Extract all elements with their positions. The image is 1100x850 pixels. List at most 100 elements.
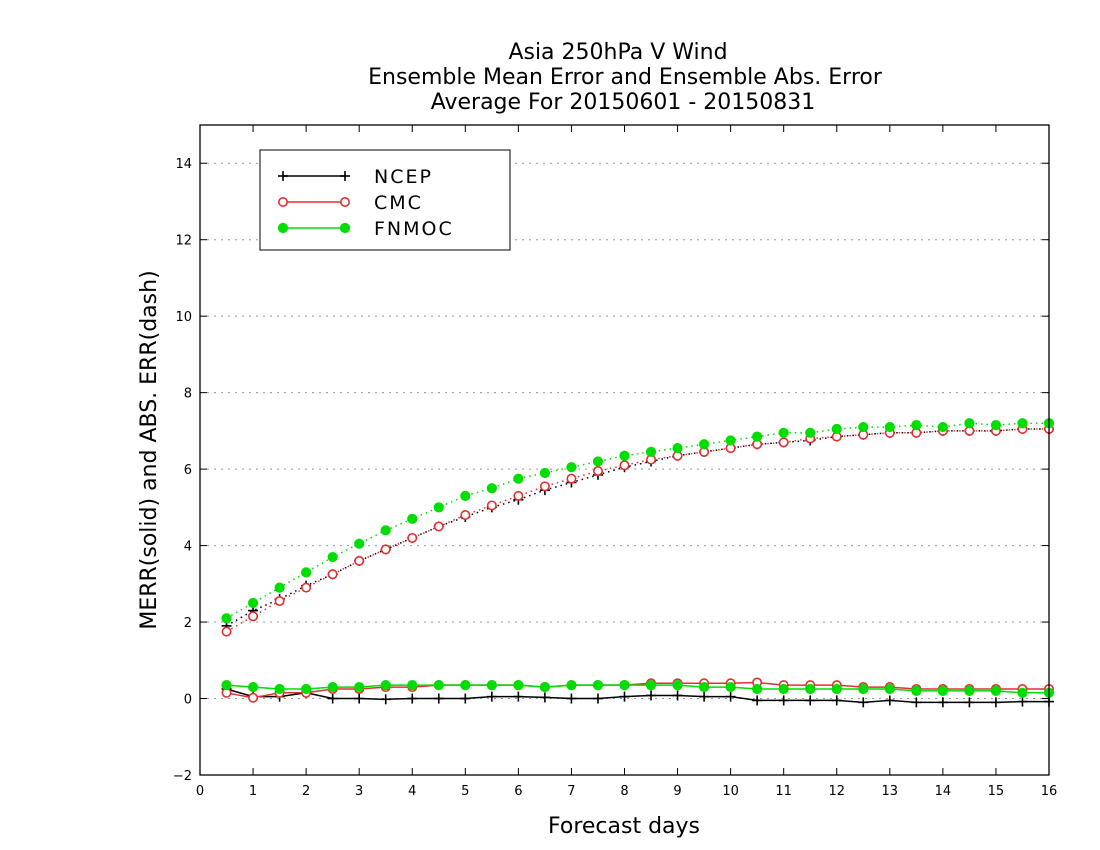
merr-point-ncep — [354, 693, 365, 704]
abs-err-point-cmc — [327, 569, 338, 580]
abs-err-point-cmc — [301, 582, 312, 593]
legend-marker-left-ncep — [278, 171, 288, 181]
y-axis-label: MERR(solid) and ABS. ERR(dash) — [137, 270, 162, 629]
merr-point-ncep — [327, 693, 338, 704]
merr-point-fnmoc — [884, 683, 895, 695]
x-tick-label: 0 — [196, 784, 204, 799]
abs-err-point-cmc — [460, 509, 471, 520]
abs-err-point-fnmoc — [990, 420, 1002, 431]
abs-err-point-cmc — [539, 481, 550, 492]
merr-point-fnmoc — [990, 685, 1002, 696]
merr-point-cmc — [248, 692, 259, 703]
merr-point-fnmoc — [645, 680, 657, 691]
legend-marker-right-fnmoc — [339, 222, 351, 234]
merr-point-fnmoc — [486, 680, 497, 691]
x-tick-label: 5 — [461, 784, 469, 799]
abs-err-point-fnmoc — [752, 431, 763, 442]
merr-point-ncep — [884, 695, 895, 706]
abs-err-point-fnmoc — [884, 421, 895, 433]
abs-err-point-fnmoc — [354, 538, 365, 549]
abs-err-point-fnmoc — [672, 442, 683, 454]
merr-point-fnmoc — [407, 680, 418, 691]
legend-entry-cmc: CMC — [277, 192, 421, 214]
chart-title-line-1: Asia 250hPa V Wind — [508, 40, 727, 65]
merr-point-fnmoc — [725, 681, 736, 693]
x-tick-label: 1 — [249, 784, 257, 799]
y-tick-label: 6 — [184, 463, 192, 478]
merr-point-fnmoc — [380, 680, 391, 691]
abs-err-point-cmc — [592, 466, 603, 477]
abs-err-line-cmc — [226, 428, 1049, 633]
merr-point-ncep — [990, 697, 1001, 708]
merr-point-fnmoc — [513, 680, 524, 691]
abs-err-point-fnmoc — [407, 513, 418, 524]
series-layer — [221, 418, 1055, 708]
x-tick-label: 12 — [828, 784, 845, 799]
x-tick-label: 15 — [988, 784, 1005, 799]
x-tick-label: 3 — [355, 784, 363, 799]
merr-point-fnmoc — [566, 680, 577, 691]
merr-point-ncep — [911, 697, 922, 708]
abs-err-point-fnmoc — [645, 446, 657, 458]
abs-err-point-fnmoc — [592, 456, 604, 467]
abs-err-point-fnmoc — [858, 421, 869, 433]
merr-point-ncep — [407, 693, 418, 704]
legend-entry-fnmoc: FNMOC — [277, 218, 452, 240]
merr-point-ncep — [433, 693, 444, 704]
x-tick-label: 2 — [302, 784, 310, 799]
merr-point-ncep — [380, 694, 391, 705]
abs-err-point-fnmoc — [964, 418, 975, 429]
merr-point-fnmoc — [964, 685, 975, 696]
merr-point-ncep — [805, 695, 816, 706]
merr-point-ncep — [937, 697, 948, 708]
y-tick-label: 10 — [175, 310, 192, 325]
legend-marker-right-cmc — [339, 197, 350, 208]
x-tick-label: 10 — [722, 784, 739, 799]
abs-err-point-fnmoc — [380, 525, 391, 536]
y-tick-label: 12 — [175, 234, 192, 249]
merr-point-fnmoc — [327, 681, 338, 693]
abs-err-point-fnmoc — [247, 597, 259, 609]
abs-err-line-fnmoc — [226, 422, 1049, 619]
merr-point-fnmoc — [858, 683, 869, 695]
merr-point-fnmoc — [778, 683, 789, 695]
abs-err-point-cmc — [619, 460, 630, 471]
x-tick-label: 13 — [882, 784, 899, 799]
series-cmc — [221, 423, 1055, 703]
merr-point-fnmoc — [460, 680, 471, 691]
y-tick-label: 0 — [184, 693, 192, 708]
merr-point-ncep — [672, 690, 683, 701]
x-tick-label: 8 — [620, 784, 628, 799]
abs-err-point-cmc — [274, 596, 285, 607]
merr-point-fnmoc — [592, 680, 604, 691]
abs-err-point-fnmoc — [327, 551, 338, 563]
abs-err-point-cmc — [380, 544, 391, 555]
abs-err-point-fnmoc — [911, 420, 922, 431]
y-tick-label: 14 — [175, 157, 192, 172]
abs-err-point-fnmoc — [725, 435, 736, 446]
abs-err-point-fnmoc — [460, 490, 471, 501]
abs-err-line-ncep — [226, 428, 1049, 627]
legend-label-ncep: NCEP — [374, 166, 433, 188]
merr-point-fnmoc — [831, 683, 842, 695]
y-tick-label: −2 — [173, 769, 192, 784]
merr-point-ncep — [752, 695, 763, 706]
chart-title-line-3: Average For 20150601 - 20150831 — [431, 90, 816, 115]
merr-point-fnmoc — [805, 683, 816, 695]
abs-err-point-cmc — [513, 490, 524, 501]
y-tick-label: 4 — [184, 540, 192, 555]
abs-err-point-cmc — [248, 611, 259, 622]
merr-point-ncep — [646, 690, 657, 701]
legend-box — [259, 149, 511, 251]
merr-point-ncep — [486, 691, 497, 702]
abs-err-point-fnmoc — [805, 427, 816, 438]
merr-point-fnmoc — [752, 683, 763, 695]
abs-err-point-cmc — [778, 437, 789, 448]
x-tick-label: 4 — [408, 784, 416, 799]
merr-point-ncep — [460, 693, 471, 704]
x-tick-label: 7 — [567, 784, 575, 799]
merr-point-ncep — [539, 692, 550, 703]
abs-err-point-fnmoc — [486, 483, 497, 494]
